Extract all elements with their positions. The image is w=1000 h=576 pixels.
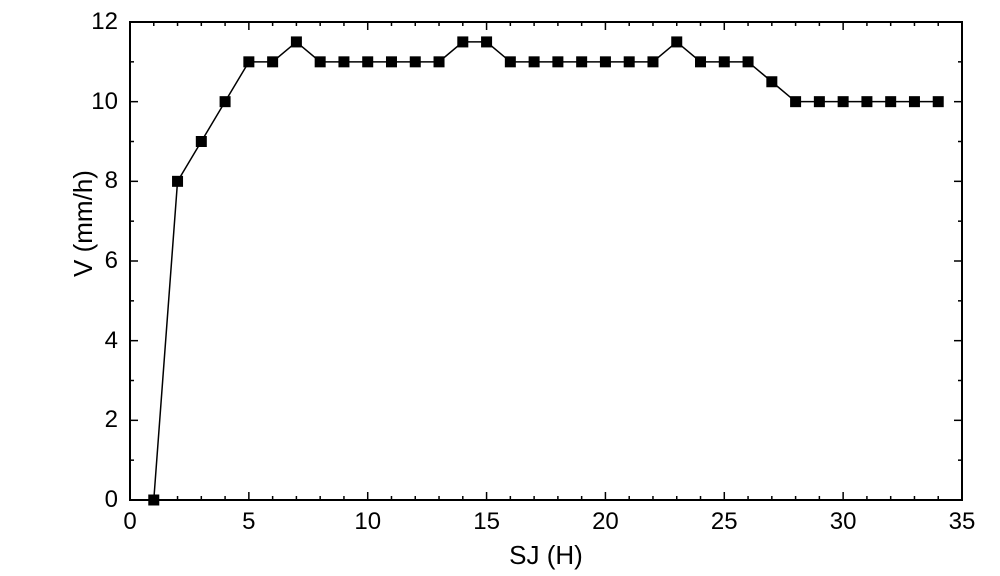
data-marker [576,56,587,67]
data-marker [885,96,896,107]
x-tick-label: 15 [473,508,500,536]
y-tick-label: 6 [105,247,118,275]
plot-svg [0,0,1000,576]
data-marker [362,56,373,67]
x-tick-label: 35 [949,508,976,536]
data-marker [600,56,611,67]
y-tick-label: 2 [105,406,118,434]
data-marker [243,56,254,67]
data-marker [315,56,326,67]
y-axis-title: V (mm/h) [67,170,98,277]
data-marker [766,76,777,87]
data-marker [624,56,635,67]
data-marker [196,136,207,147]
data-marker [481,36,492,47]
data-marker [529,56,540,67]
data-marker [909,96,920,107]
data-marker [933,96,944,107]
data-marker [457,36,468,47]
y-tick-label: 12 [91,8,118,36]
data-marker [790,96,801,107]
x-axis-title: SJ (H) [509,540,583,571]
data-marker [695,56,706,67]
data-marker [647,56,658,67]
data-marker [386,56,397,67]
x-tick-label: 5 [242,508,255,536]
y-tick-label: 10 [91,88,118,116]
x-tick-label: 20 [592,508,619,536]
y-tick-label: 0 [105,486,118,514]
data-marker [267,56,278,67]
data-marker [410,56,421,67]
y-tick-label: 4 [105,327,118,355]
data-marker [743,56,754,67]
data-marker [814,96,825,107]
data-marker [838,96,849,107]
x-tick-label: 30 [830,508,857,536]
data-marker [148,495,159,506]
data-marker [220,96,231,107]
x-tick-label: 0 [123,508,136,536]
data-marker [719,56,730,67]
data-marker [434,56,445,67]
data-marker [505,56,516,67]
data-marker [172,176,183,187]
chart-container: 0 5 10 15 20 25 30 35 0 2 4 6 8 10 12 SJ (H) V (mm/h) [0,0,1000,576]
x-tick-label: 10 [354,508,381,536]
data-marker [338,56,349,67]
data-marker [861,96,872,107]
data-marker [291,36,302,47]
data-marker [671,36,682,47]
y-tick-label: 8 [105,167,118,195]
x-tick-label: 25 [711,508,738,536]
data-marker [552,56,563,67]
